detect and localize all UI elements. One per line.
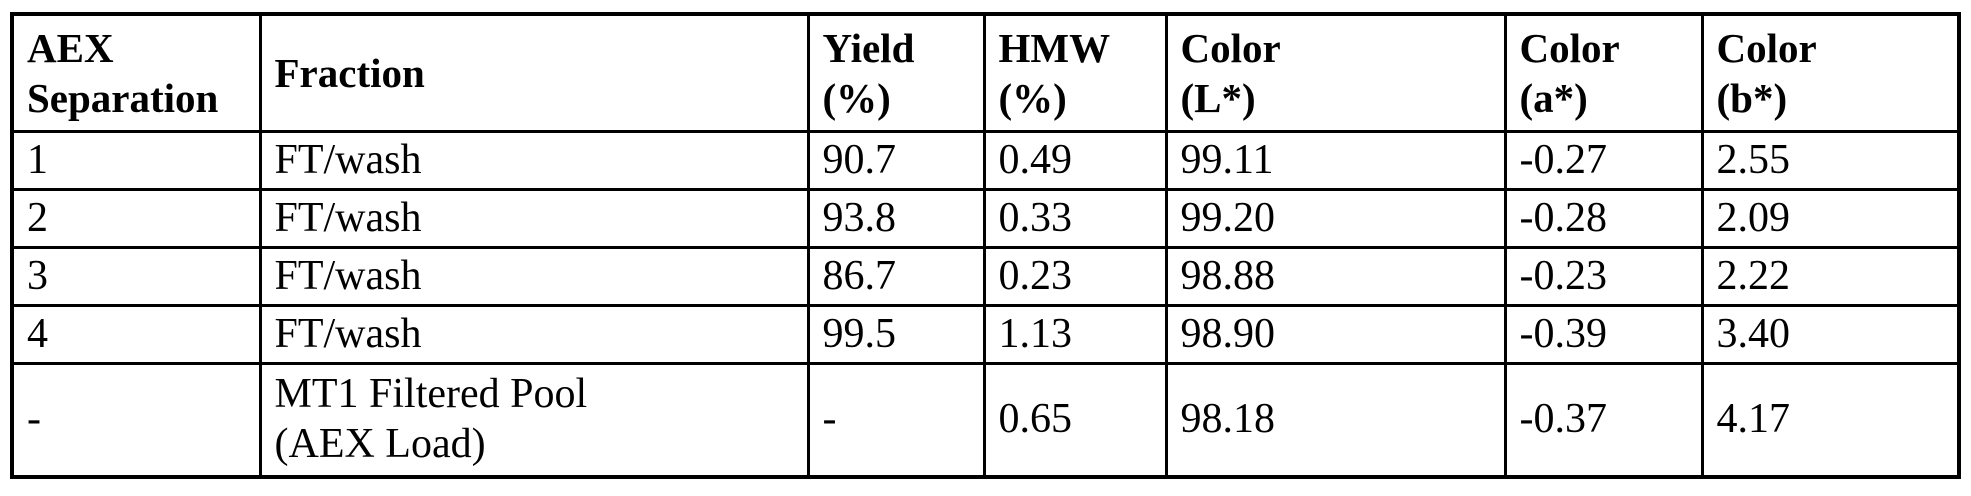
cell-color-lstar: 98.88: [1164, 246, 1507, 307]
cell-hmw: 1.13: [982, 304, 1168, 365]
cell-aex-separation: -: [10, 362, 262, 479]
cell-color-astar: -0.39: [1503, 304, 1704, 365]
cell-color-bstar: 2.09: [1700, 188, 1961, 249]
cell-aex-separation: 3: [10, 246, 262, 307]
cell-hmw: 0.65: [982, 362, 1168, 479]
table-row: 4 FT/wash 99.5 1.13 98.90 -0.39 3.40: [10, 304, 1961, 365]
cell-color-astar: -0.37: [1503, 362, 1704, 479]
cell-aex-separation: 1: [10, 130, 262, 191]
cell-fraction: FT/wash: [258, 188, 810, 249]
header-aex-separation: AEX Separation: [10, 12, 262, 133]
cell-color-bstar: 3.40: [1700, 304, 1961, 365]
cell-color-astar: -0.27: [1503, 130, 1704, 191]
cell-color-lstar: 98.90: [1164, 304, 1507, 365]
cell-yield: 93.8: [806, 188, 986, 249]
cell-color-bstar: 2.55: [1700, 130, 1961, 191]
header-hmw-percent: HMW (%): [982, 12, 1168, 133]
header-yield-percent: Yield (%): [806, 12, 986, 133]
table-row: - MT1 Filtered Pool (AEX Load) - 0.65 98…: [10, 362, 1961, 479]
cell-color-lstar: 98.18: [1164, 362, 1507, 479]
cell-fraction: FT/wash: [258, 304, 810, 365]
table-row: 2 FT/wash 93.8 0.33 99.20 -0.28 2.09: [10, 188, 1961, 249]
cell-yield: 86.7: [806, 246, 986, 307]
header-color-bstar: Color (b*): [1700, 12, 1961, 133]
cell-aex-separation: 4: [10, 304, 262, 365]
cell-yield: 99.5: [806, 304, 986, 365]
cell-hmw: 0.33: [982, 188, 1168, 249]
cell-hmw: 0.49: [982, 130, 1168, 191]
cell-color-lstar: 99.11: [1164, 130, 1507, 191]
header-row: AEX Separation Fraction Yield (%) HMW (%…: [10, 12, 1961, 133]
cell-fraction: FT/wash: [258, 130, 810, 191]
header-color-astar: Color (a*): [1503, 12, 1704, 133]
cell-yield: 90.7: [806, 130, 986, 191]
cell-color-bstar: 4.17: [1700, 362, 1961, 479]
cell-color-bstar: 2.22: [1700, 246, 1961, 307]
header-fraction: Fraction: [258, 12, 810, 133]
cell-hmw: 0.23: [982, 246, 1168, 307]
aex-separation-results-table: AEX Separation Fraction Yield (%) HMW (%…: [10, 12, 1961, 479]
header-color-lstar: Color (L*): [1164, 12, 1507, 133]
table-row: 1 FT/wash 90.7 0.49 99.11 -0.27 2.55: [10, 130, 1961, 191]
cell-fraction: MT1 Filtered Pool (AEX Load): [258, 362, 810, 479]
cell-color-astar: -0.28: [1503, 188, 1704, 249]
cell-yield: -: [806, 362, 986, 479]
cell-color-astar: -0.23: [1503, 246, 1704, 307]
cell-color-lstar: 99.20: [1164, 188, 1507, 249]
cell-fraction: FT/wash: [258, 246, 810, 307]
table-row: 3 FT/wash 86.7 0.23 98.88 -0.23 2.22: [10, 246, 1961, 307]
cell-aex-separation: 2: [10, 188, 262, 249]
